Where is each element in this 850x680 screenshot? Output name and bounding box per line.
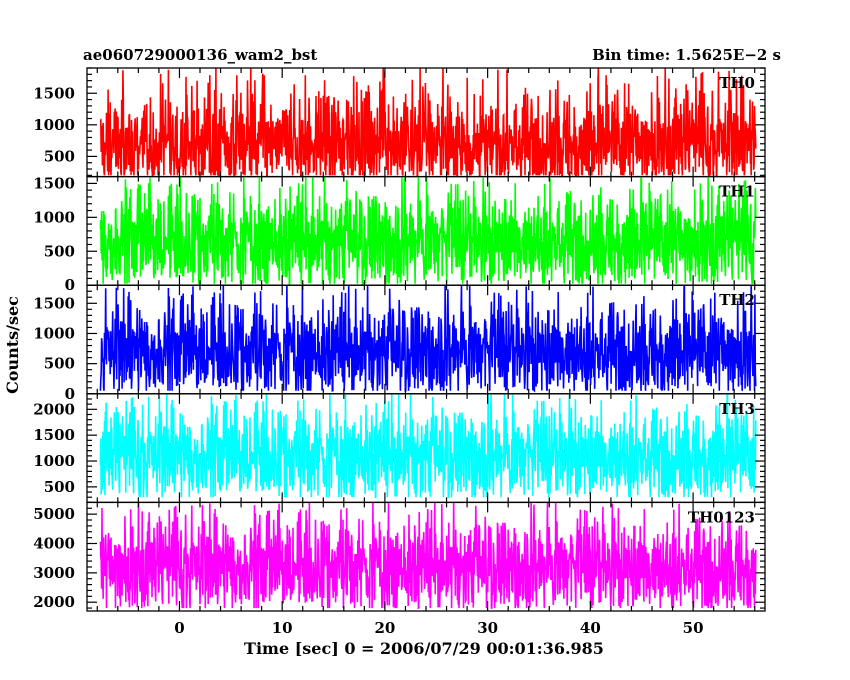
x-axis-label: Time [sec] 0 = 2006/07/29 00:01:36.985 — [244, 639, 604, 658]
y-axis-label: Counts/sec — [3, 296, 22, 394]
series-th0 — [100, 68, 757, 177]
y-tick-label: 1000 — [33, 324, 75, 342]
panel-name-label: TH0 — [719, 74, 755, 92]
y-tick-label: 5000 — [33, 505, 75, 523]
panel-name-label: TH2 — [719, 291, 755, 309]
series-th3 — [99, 393, 757, 499]
y-tick-label: 1500 — [33, 294, 75, 312]
panel-th1: 0 500 1000 1500 TH1 — [33, 174, 766, 294]
x-tick-label: 30 — [477, 619, 498, 637]
y-tick-label: 0 — [65, 276, 75, 294]
x-tick-label: 40 — [580, 619, 601, 637]
y-tick-label: 0 — [65, 385, 75, 403]
panels: 500 1000 1500 TH0 0 500 1000 1500 TH1 0 500 1000 150… — [33, 67, 766, 612]
panel-th2: 0 500 1000 1500 TH2 — [33, 284, 766, 403]
panel-name-label: TH3 — [719, 400, 755, 418]
y-tick-label: 1500 — [33, 174, 75, 192]
y-tick-label: 1000 — [33, 452, 75, 470]
x-tick-label: 50 — [683, 619, 704, 637]
series-th2 — [99, 285, 757, 393]
panel-name-label: TH0123 — [688, 508, 755, 526]
y-tick-label: 1000 — [33, 116, 75, 134]
y-tick-label: 500 — [44, 147, 75, 165]
panel-th0123: 2000 3000 4000 5000 TH0123 — [33, 501, 766, 612]
y-tick-label: 2000 — [33, 593, 75, 611]
y-tick-label: 4000 — [33, 534, 75, 552]
bin-time-label: Bin time: 1.5625E−2 s — [592, 46, 781, 64]
y-tick-label: 2000 — [33, 400, 75, 418]
y-tick-label: 3000 — [33, 564, 75, 582]
y-tick-label: 1000 — [33, 208, 75, 226]
y-tick-label: 1500 — [33, 84, 75, 102]
y-tick-label: 500 — [44, 242, 75, 260]
series-th1 — [99, 176, 757, 285]
x-tick-label: 0 — [174, 619, 184, 637]
x-tick-label: 20 — [374, 619, 395, 637]
y-tick-label: 1500 — [33, 426, 75, 444]
y-tick-label: 500 — [44, 478, 75, 496]
chart-title: ae060729000136_wam2_bst — [83, 46, 317, 64]
y-tick-label: 500 — [44, 355, 75, 373]
x-tick-label: 10 — [272, 619, 293, 637]
series-th0123 — [99, 502, 757, 610]
x-axis-tick-labels: 0 10 20 30 40 50 — [174, 619, 703, 637]
panel-name-label: TH1 — [719, 183, 755, 201]
panel-th0: 500 1000 1500 TH0 — [33, 67, 766, 178]
panel-th3: 500 1000 1500 2000 TH3 — [33, 393, 766, 504]
